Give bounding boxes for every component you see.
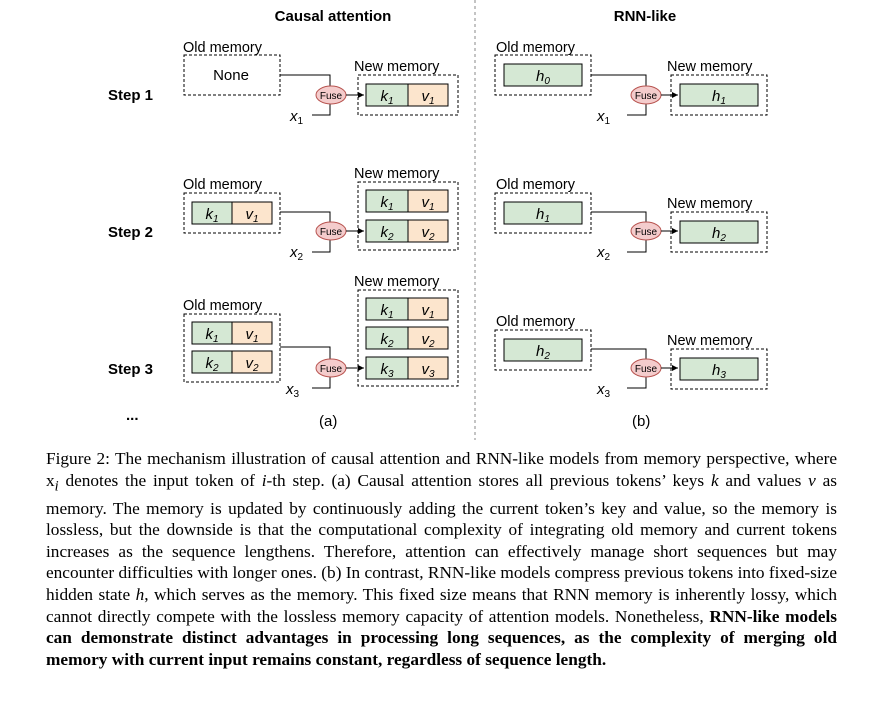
- input-to-fuse-line: [312, 104, 331, 116]
- new-memory-label: New memory: [667, 196, 753, 212]
- a-step2: Old memory k1 v1 New memory k1 v1 k2 v2 …: [183, 166, 459, 263]
- new-memory-box: [670, 211, 768, 253]
- old-to-fuse-line: [591, 74, 647, 86]
- old-memory-box: [494, 192, 592, 234]
- caption-italic: k: [710, 470, 719, 490]
- caption-text: , which serves as the memory. This fixed…: [46, 585, 837, 626]
- value-cell: [231, 321, 273, 345]
- value-cell: [407, 189, 449, 213]
- old-memory-box: [183, 313, 281, 383]
- old-memory-box: [494, 329, 592, 371]
- old-memory-label: Old memory: [496, 314, 576, 330]
- new-memory-box: [357, 181, 459, 251]
- fuse-label: Fuse: [635, 91, 658, 102]
- step-label: Step 1: [108, 87, 153, 104]
- value-cell: [407, 297, 449, 321]
- new-memory-label: New memory: [667, 59, 753, 75]
- old-to-fuse-line: [591, 211, 647, 222]
- input-to-fuse-line: [312, 240, 331, 253]
- new-memory-label: New memory: [667, 333, 753, 349]
- fuse-label: Fuse: [320, 91, 343, 102]
- new-memory-label: New memory: [354, 274, 440, 290]
- old-to-fuse-line: [280, 346, 331, 359]
- caption-italic: h: [135, 585, 145, 605]
- new-memory-box: [357, 289, 459, 387]
- caption-text: as memory. The memory is updated by cont…: [46, 470, 837, 605]
- input-token: x3: [596, 381, 611, 400]
- caption-text: and values: [718, 470, 809, 490]
- figure-caption: Figure 2: The mechanism illustration of …: [46, 448, 837, 670]
- input-token: x2: [289, 244, 304, 263]
- value-cell: [407, 326, 449, 350]
- hidden-state-cell: [503, 338, 583, 362]
- fuse-label: Fuse: [635, 364, 658, 375]
- value-cell: [231, 350, 273, 374]
- old-memory-label: Old memory: [183, 298, 263, 314]
- old-memory-label: Old memory: [183, 40, 263, 56]
- old-memory-none: None: [213, 67, 249, 84]
- input-to-fuse-line: [312, 377, 331, 389]
- caption-sub: i: [54, 478, 59, 495]
- hidden-state-cell: [503, 63, 583, 87]
- input-to-fuse-line: [627, 377, 647, 389]
- fuse-label: Fuse: [320, 227, 343, 238]
- value-cell: [407, 83, 449, 107]
- caption-italic: v: [808, 470, 816, 490]
- panel-a-label: (a): [319, 413, 337, 430]
- caption-text: -th step. (a) Causal attention stores al…: [266, 470, 711, 490]
- old-memory-box: [183, 192, 281, 234]
- step-label: Step 2: [108, 224, 153, 241]
- fuse-label: Fuse: [320, 364, 343, 375]
- input-to-fuse-line: [627, 104, 647, 116]
- value-cell: [231, 201, 273, 225]
- value-cell: [407, 219, 449, 243]
- old-to-fuse-line: [591, 348, 647, 359]
- old-to-fuse-line: [280, 211, 331, 222]
- input-token: x1: [596, 108, 611, 127]
- caption-text: denotes the input token of: [58, 470, 262, 490]
- b-step2: Old memory h1 New memory h2 Fuse x2: [494, 177, 768, 263]
- hidden-state-cell: [679, 357, 759, 381]
- value-cell: [407, 356, 449, 380]
- new-memory-label: New memory: [354, 59, 440, 75]
- panel-b-title: RNN-like: [614, 8, 677, 25]
- input-token: x2: [596, 244, 611, 263]
- old-memory-label: Old memory: [183, 177, 263, 193]
- a-step3: Old memory k1 v1 k2 v2 New memory k1 v1 …: [183, 274, 459, 400]
- ellipsis: ...: [126, 407, 139, 424]
- caption-text: Figure 2: The mechanism illustration of …: [46, 449, 837, 490]
- panel-b-label: (b): [632, 413, 650, 430]
- panel-a-title: Causal attention: [275, 8, 392, 25]
- caption-bold: RNN-like models can demonstrate distinct…: [46, 606, 837, 669]
- hidden-state-cell: [503, 201, 583, 225]
- fuse-label: Fuse: [635, 227, 658, 238]
- b-step1: Old memory h0 New memory h1 Fuse x1: [494, 40, 768, 127]
- step-label: Step 3: [108, 361, 153, 378]
- input-to-fuse-line: [627, 240, 647, 253]
- old-to-fuse-line: [280, 74, 331, 86]
- old-memory-label: Old memory: [496, 40, 576, 56]
- new-memory-label: New memory: [354, 166, 440, 182]
- figure-2-diagram: Causal attention RNN-like Step 1 Step 2 …: [108, 0, 768, 440]
- b-step3: Old memory h2 New memory h3 Fuse x3: [494, 314, 768, 400]
- new-memory-box: [670, 348, 768, 390]
- hidden-state-cell: [679, 83, 759, 107]
- input-token: x3: [285, 381, 300, 400]
- hidden-state-cell: [679, 220, 759, 244]
- old-memory-label: Old memory: [496, 177, 576, 193]
- input-token: x1: [289, 108, 304, 127]
- caption-italic: i: [261, 470, 267, 490]
- a-step1: Old memory None New memory k1 v1 Fuse x1: [183, 40, 459, 127]
